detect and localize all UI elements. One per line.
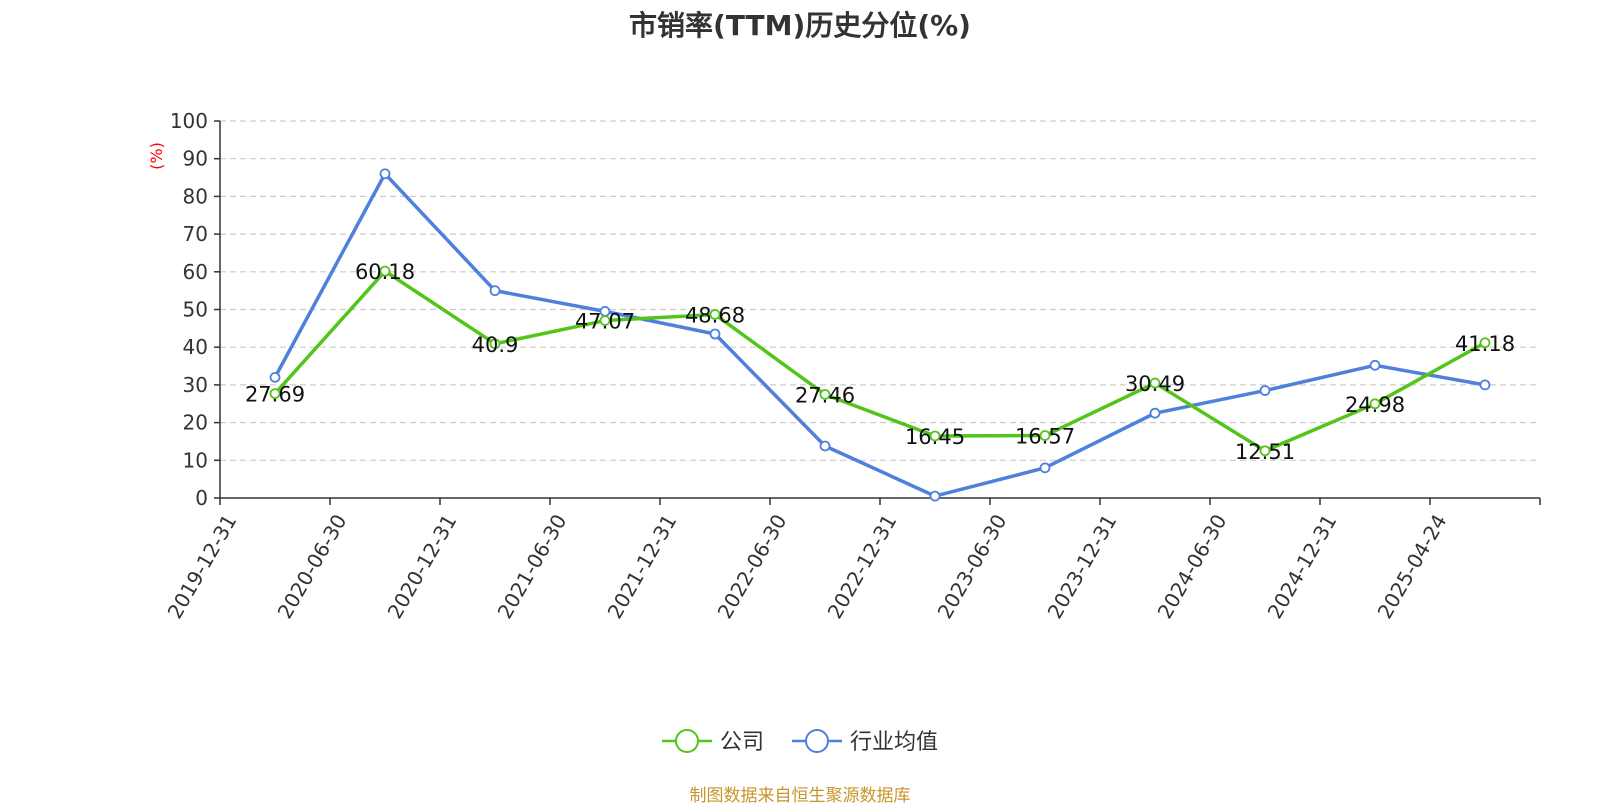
grid-lines xyxy=(220,120,1540,461)
data-label: 27.69 xyxy=(245,383,305,407)
data-point xyxy=(1039,462,1051,474)
x-tick-label: 2022-06-30 xyxy=(713,510,792,623)
data-label: 24.98 xyxy=(1345,393,1405,417)
data-label: 16.45 xyxy=(905,425,965,449)
legend-label: 行业均值 xyxy=(850,730,938,755)
x-tick-label: 2024-12-31 xyxy=(1263,510,1342,623)
y-tick-label: 70 xyxy=(183,222,208,246)
data-label: 30.49 xyxy=(1125,372,1185,396)
data-point xyxy=(929,490,941,502)
data-label: 60.18 xyxy=(355,260,415,284)
x-tick-label: 2024-06-30 xyxy=(1153,510,1232,623)
legend-marker xyxy=(675,729,699,753)
x-tick-label: 2021-06-30 xyxy=(493,510,572,623)
series-group xyxy=(269,168,1491,502)
x-tick-label: 2023-06-30 xyxy=(933,510,1012,623)
x-tick-label: 2022-12-31 xyxy=(823,510,902,623)
data-label: 48.68 xyxy=(685,303,745,327)
data-point xyxy=(1149,377,1161,389)
y-tick-label: 30 xyxy=(183,373,208,397)
y-tick-label: 50 xyxy=(183,298,208,322)
legend-label: 公司 xyxy=(720,730,764,755)
data-label: 27.46 xyxy=(795,383,855,407)
y-axis-label: (%) xyxy=(147,142,166,170)
y-tick-label: 10 xyxy=(183,448,208,472)
data-label: 12.51 xyxy=(1235,440,1295,464)
data-label: 41.18 xyxy=(1455,332,1515,356)
series-line-1 xyxy=(273,172,1486,498)
y-tick-label: 80 xyxy=(183,184,208,208)
data-point xyxy=(269,388,281,400)
data-point xyxy=(379,168,391,180)
x-tick-label: 2020-06-30 xyxy=(273,510,352,623)
data-point xyxy=(819,440,831,452)
series-line-0 xyxy=(273,269,1486,453)
data-label: 40.9 xyxy=(472,333,519,357)
x-tick-label: 2021-12-31 xyxy=(603,510,682,623)
data-point xyxy=(1039,430,1051,441)
y-tick-label: 20 xyxy=(183,411,208,435)
y-tick-label: 40 xyxy=(183,335,208,359)
y-tick-label: 90 xyxy=(183,147,208,171)
x-tick-label: 2025-04-24 xyxy=(1373,510,1452,623)
x-tick-label: 2019-12-31 xyxy=(163,510,242,623)
data-point xyxy=(599,315,611,326)
legend-marker xyxy=(805,729,829,753)
data-point xyxy=(269,371,281,383)
data-point xyxy=(1479,379,1491,391)
data-point xyxy=(489,338,501,350)
data-point xyxy=(929,430,941,442)
axes: 0 10 20 30 40 50 60 70 80 90 100(%) 2019-12-31 2020-… xyxy=(147,109,1541,623)
data-point xyxy=(1369,398,1381,410)
data-point xyxy=(1479,337,1491,349)
data-point xyxy=(1369,359,1381,371)
legend: 公司 行业均值 xyxy=(662,729,938,755)
data-point xyxy=(819,389,831,400)
chart-title: 市销率(TTM)历史分位(%) xyxy=(629,9,971,42)
x-tick-label: 2020-12-31 xyxy=(383,510,462,623)
x-tick-label: 2023-12-31 xyxy=(1043,510,1122,623)
data-point xyxy=(709,328,721,340)
data-point xyxy=(489,285,501,297)
y-tick-label: 60 xyxy=(183,260,208,284)
data-label: 16.57 xyxy=(1015,425,1075,449)
y-tick-label: 0 xyxy=(195,486,208,510)
data-point xyxy=(1149,407,1161,419)
y-tick-label: 100 xyxy=(170,109,208,133)
data-labels: 27.69 60.18 40.9 47.07 48.68 27.46 16.45 16.57 3… xyxy=(245,260,1515,464)
data-point xyxy=(1259,445,1271,457)
data-point xyxy=(709,309,721,320)
data-source-note: 制图数据来自恒生聚源数据库 xyxy=(689,786,911,806)
data-label: 47.07 xyxy=(575,310,635,334)
data-point xyxy=(379,265,391,277)
data-point xyxy=(1259,385,1271,396)
